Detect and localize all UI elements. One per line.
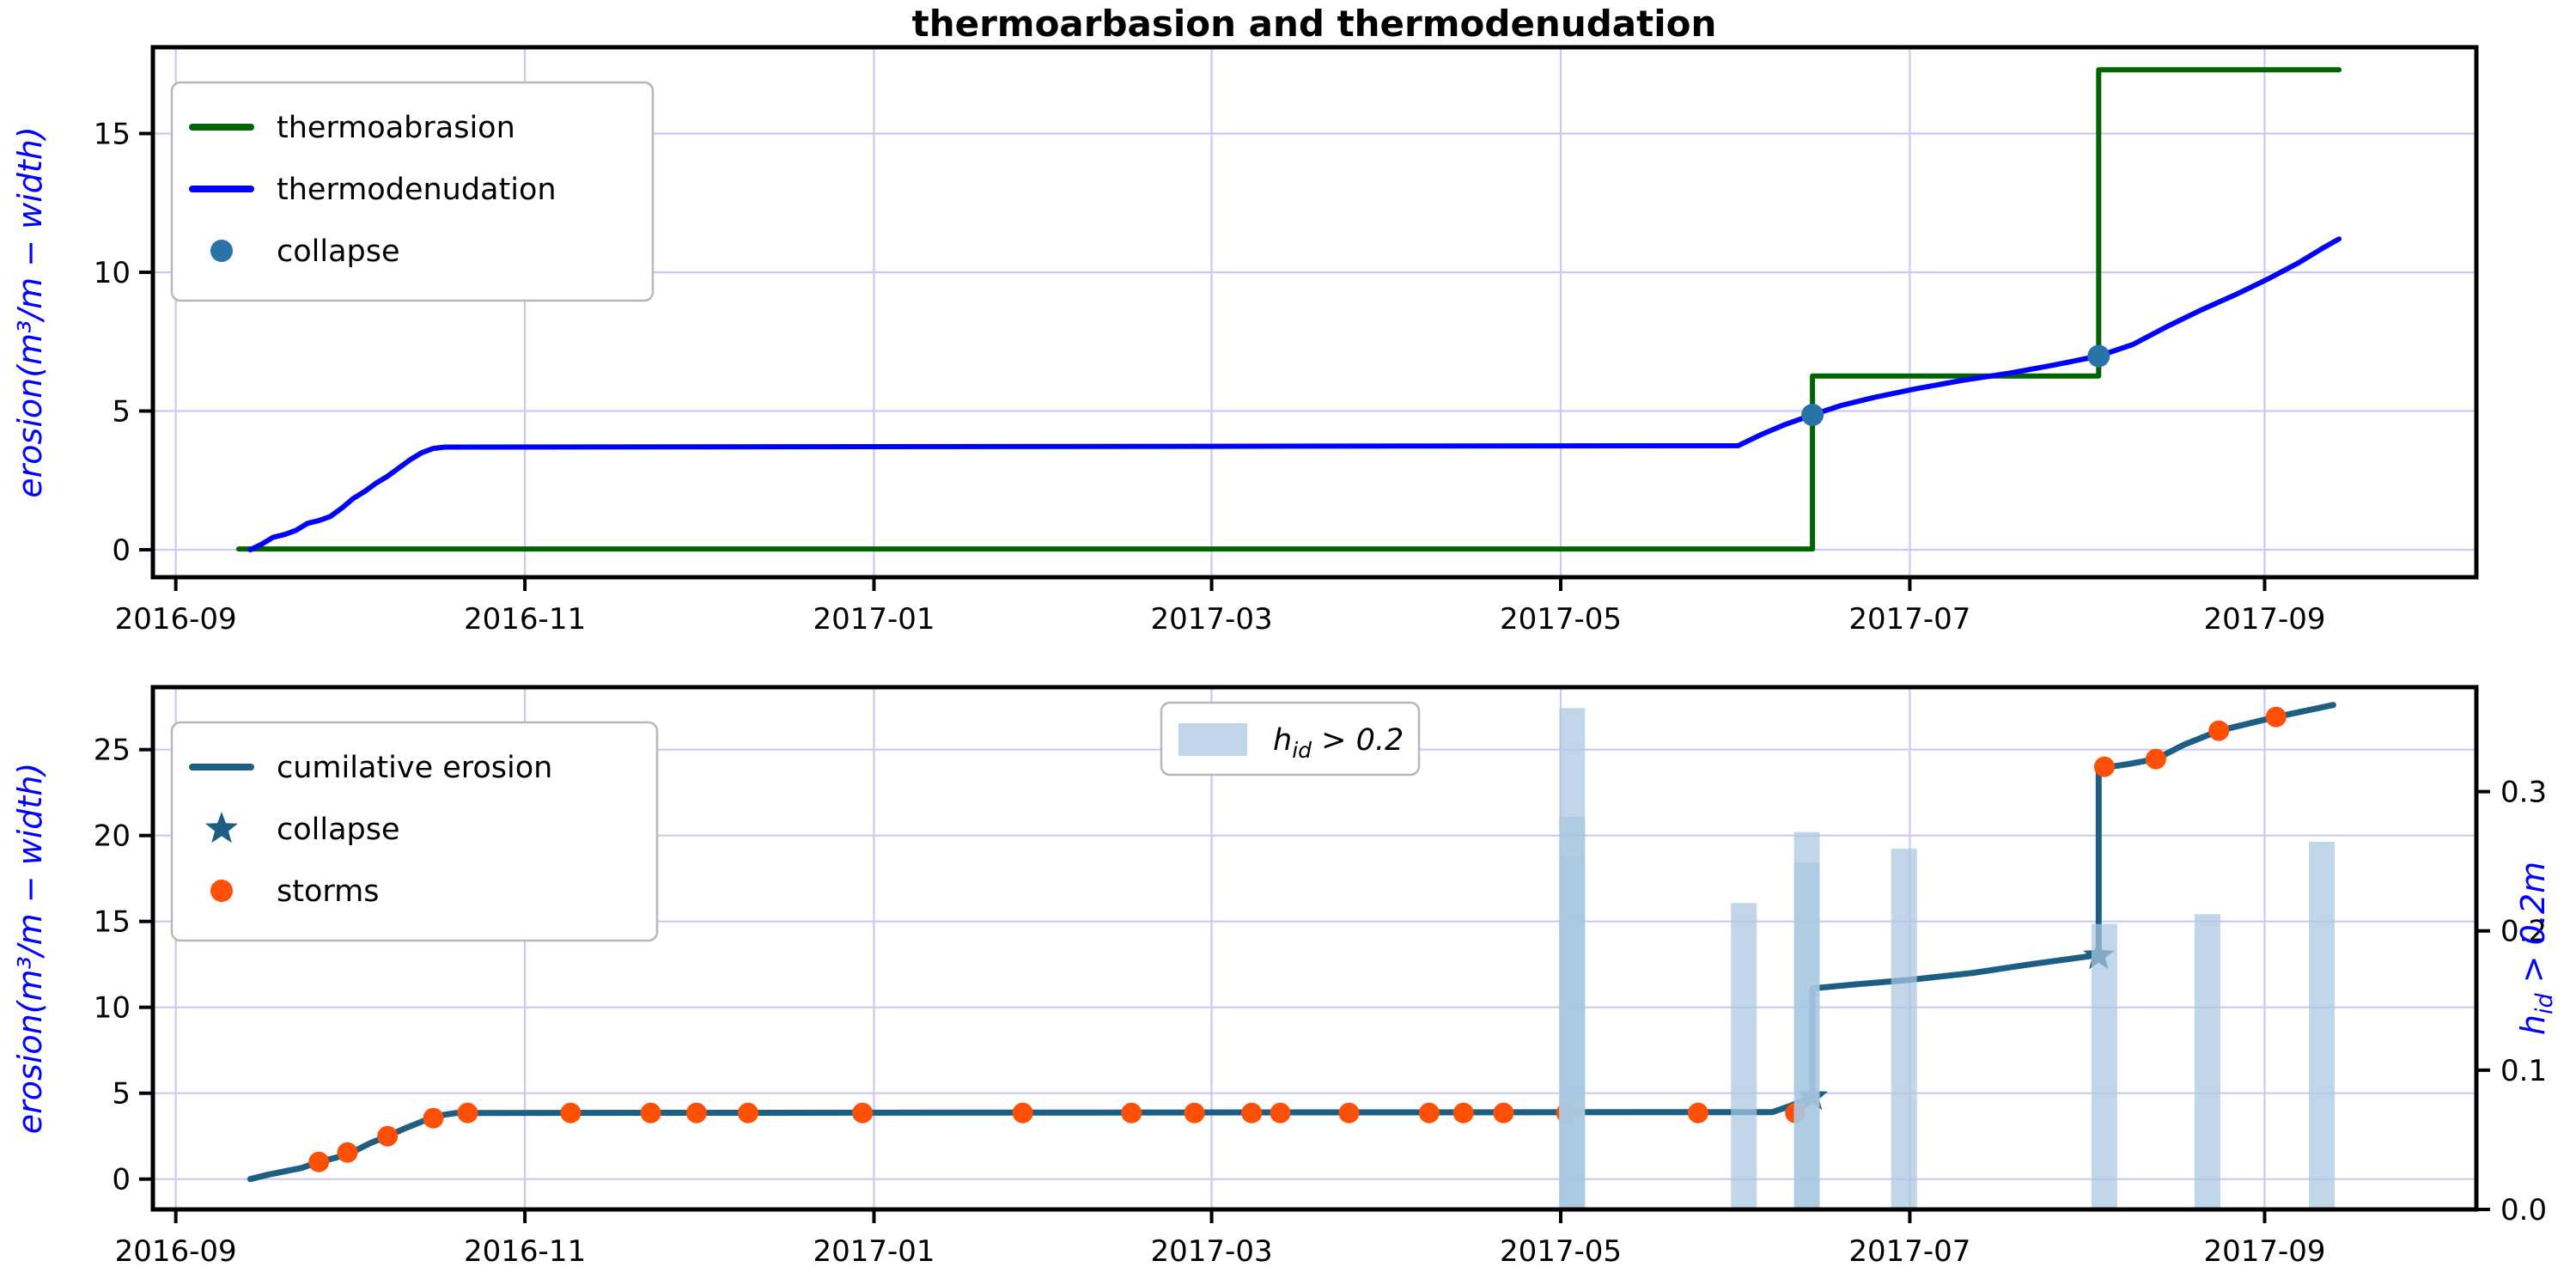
y-tick-label: 5 — [112, 395, 131, 429]
legend-label: thermodenudation — [277, 173, 557, 207]
right-tick-label: 0.3 — [2500, 776, 2547, 810]
y-tick-label: 0 — [112, 533, 131, 568]
y-tick-label: 5 — [112, 1077, 131, 1112]
storms-dot-marker — [685, 1102, 707, 1124]
storms-dot-marker — [377, 1125, 399, 1147]
right-tick-label: 0.0 — [2500, 1193, 2547, 1227]
storms-dot-marker — [2093, 756, 2115, 777]
storms-dot-marker — [1241, 1102, 1263, 1124]
bar-legend-swatch — [1178, 723, 1247, 756]
x-tick-label: 2017-05 — [1500, 602, 1622, 636]
top-chart: 2016-09 2016-11 2017-01 2017-03 2017-05 2017-… — [11, 45, 2479, 636]
x-tick-label: 2016-11 — [464, 1234, 586, 1269]
y-tick-label: 20 — [94, 819, 131, 854]
x-tick-label: 2017-03 — [1151, 602, 1273, 636]
hid-bar — [1793, 862, 1820, 1209]
x-tick-label: 2017-05 — [1500, 1234, 1622, 1269]
legend-label: collapse — [277, 813, 400, 847]
storms-dot-marker — [640, 1102, 661, 1124]
y-axis-left: 0 5 10 15 20 25 — [94, 734, 153, 1197]
y-tick-label: 0 — [112, 1163, 131, 1197]
storms-dot-marker — [1121, 1102, 1142, 1124]
storms-dot-marker — [852, 1102, 874, 1124]
storms-dot-marker — [1418, 1102, 1440, 1124]
storms-dot-marker — [1184, 1102, 1205, 1124]
legend-star-icon — [205, 812, 238, 844]
collapse-dot-marker — [2087, 344, 2110, 368]
legend-label: collapse — [277, 234, 400, 269]
hid-bar — [2194, 914, 2220, 1209]
x-tick-label: 2017-07 — [1848, 602, 1970, 636]
storms-dot-marker — [737, 1102, 758, 1124]
legend-dot-icon — [210, 880, 233, 902]
axes-frame — [150, 45, 2479, 580]
series-thermoabrasion — [235, 67, 2342, 552]
storms-dot-marker — [2208, 720, 2230, 741]
x-axis: 2016-09 2016-11 2017-01 2017-03 2017-05 2017-… — [115, 1209, 2326, 1269]
x-tick-label: 2016-09 — [115, 602, 237, 636]
markers-collapse — [1801, 344, 2110, 426]
markers-collapse — [1797, 939, 2115, 1111]
hid-bars — [1559, 708, 2335, 1209]
bar-legend-label: hid > 0.2 — [1273, 723, 1404, 763]
storms-dot-marker — [1012, 1102, 1033, 1124]
storms-dot-marker — [1452, 1102, 1474, 1124]
x-axis: 2016-09 2016-11 2017-01 2017-03 2017-05 2017-… — [115, 577, 2326, 636]
x-tick-label: 2017-03 — [1151, 1234, 1273, 1269]
collapse-dot-marker — [1801, 404, 1824, 426]
storms-dot-marker — [1687, 1102, 1708, 1124]
legend: thermoabrasion thermodenudation collapse — [170, 81, 655, 302]
legend-box — [170, 81, 655, 302]
storms-dot-marker — [423, 1107, 444, 1129]
storms-dot-marker — [337, 1142, 358, 1163]
storms-dot-marker — [2145, 748, 2166, 770]
axes-frame — [150, 685, 2479, 1212]
right-tick-label: 0.2 — [2500, 915, 2547, 949]
x-tick-label: 2017-01 — [813, 1234, 935, 1269]
legend-label: storms — [277, 874, 379, 909]
y-tick-label: 10 — [94, 991, 131, 1026]
x-tick-label: 2017-09 — [2203, 1234, 2325, 1269]
bar-legend-box — [1160, 701, 1421, 777]
x-tick-label: 2017-01 — [813, 602, 935, 636]
storms-dot-marker — [2265, 706, 2287, 728]
right-y-axis-label: hid > 0.2m — [2514, 862, 2558, 1035]
storms-dot-marker — [1493, 1102, 1514, 1124]
bar-legend: hid > 0.2 — [1160, 701, 1421, 777]
hid-bar — [2091, 923, 2117, 1209]
y-axis-left: 0 5 10 15 — [94, 117, 153, 568]
legend-dot-icon — [210, 240, 233, 262]
storms-dot-marker — [1338, 1102, 1360, 1124]
y-tick-label: 15 — [94, 117, 131, 151]
storms-dot-marker — [457, 1102, 478, 1124]
storms-dot-marker — [1270, 1102, 1291, 1124]
y-tick-label: 15 — [94, 905, 131, 940]
x-tick-label: 2017-09 — [2203, 602, 2325, 636]
x-tick-label: 2016-11 — [464, 602, 586, 636]
right-tick-label: 0.1 — [2500, 1054, 2547, 1088]
legend: cumilative erosion collapse storms — [170, 721, 659, 942]
x-tick-label: 2016-09 — [115, 1234, 237, 1269]
y-axis-label: erosion(m³/m − width) — [11, 126, 49, 497]
bottom-chart: 2016-09 2016-11 2017-01 2017-03 2017-05 2017-… — [11, 685, 2558, 1269]
y-tick-label: 25 — [94, 734, 131, 768]
hid-bar — [1559, 856, 1586, 1209]
legend-box — [170, 721, 659, 942]
series-thermodenudation — [247, 236, 2342, 552]
legend-label: cumilative erosion — [277, 751, 552, 785]
hid-bar — [2309, 842, 2335, 1209]
y-tick-label: 10 — [94, 256, 131, 290]
storms-dot-marker — [308, 1151, 330, 1172]
x-tick-label: 2017-07 — [1848, 1234, 1970, 1269]
y-axis-right: 0.0 0.1 0.2 0.3 hid > 0.2m — [2476, 776, 2558, 1227]
storms-dot-marker — [560, 1102, 582, 1124]
hid-bar — [1731, 903, 1757, 1209]
hid-bar — [1891, 849, 1917, 1209]
chart-title: thermoarbasion and thermodenudation — [912, 3, 1717, 45]
y-axis-label: erosion(m³/m − width) — [11, 763, 49, 1134]
legend-label: thermoabrasion — [277, 111, 515, 145]
